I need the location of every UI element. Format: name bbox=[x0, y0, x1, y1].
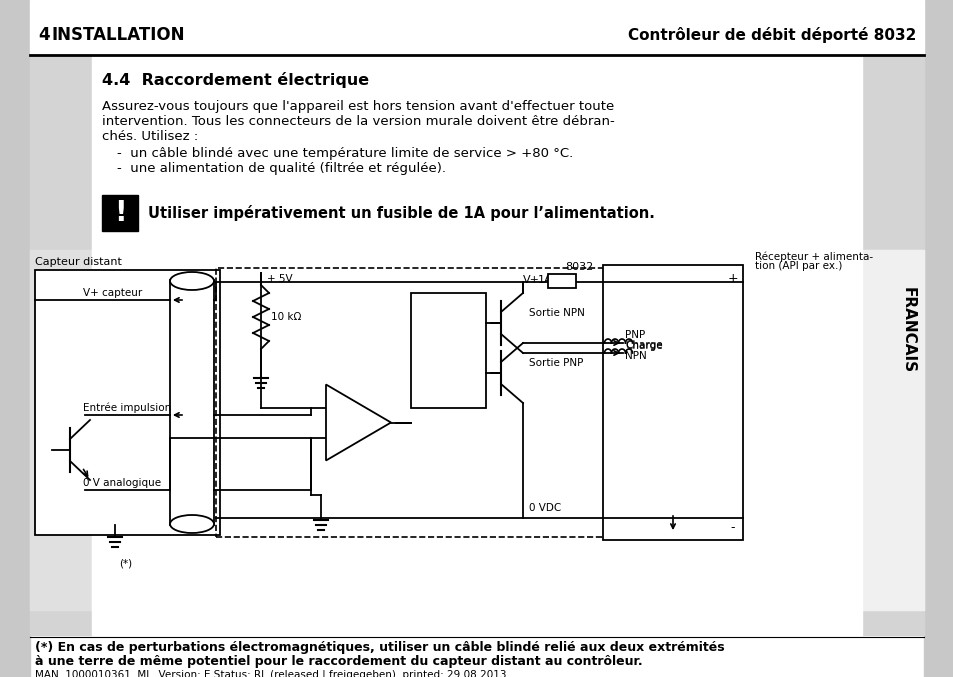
Bar bbox=[91, 55, 862, 635]
Text: chés. Utilisez :: chés. Utilisez : bbox=[102, 130, 198, 143]
Text: 0 VDC: 0 VDC bbox=[529, 503, 560, 513]
Text: 4.4  Raccordement électrique: 4.4 Raccordement électrique bbox=[102, 72, 369, 88]
Text: 10 kΩ: 10 kΩ bbox=[271, 312, 301, 322]
Polygon shape bbox=[326, 385, 391, 460]
Text: (*): (*) bbox=[119, 559, 132, 569]
Text: Contrôleur de débit déporté 8032: Contrôleur de débit déporté 8032 bbox=[627, 27, 915, 43]
Bar bbox=[30, 250, 923, 610]
Text: Sortie PNP: Sortie PNP bbox=[529, 358, 583, 368]
Text: V+: V+ bbox=[522, 275, 539, 285]
Text: -  une alimentation de qualité (filtrée et régulée).: - une alimentation de qualité (filtrée e… bbox=[117, 162, 446, 175]
Bar bbox=[215, 268, 725, 537]
Ellipse shape bbox=[170, 272, 213, 290]
Bar bbox=[91, 250, 923, 610]
Text: Utiliser impérativement un fusible de 1A pour l’alimentation.: Utiliser impérativement un fusible de 1A… bbox=[148, 205, 654, 221]
Bar bbox=[35, 270, 220, 535]
Text: Charge: Charge bbox=[624, 340, 662, 350]
Text: PNP: PNP bbox=[624, 330, 644, 340]
Bar bbox=[0, 0, 30, 677]
Text: !: ! bbox=[113, 199, 126, 227]
Text: + 5V: + 5V bbox=[267, 274, 293, 284]
Bar bbox=[547, 274, 576, 288]
Text: Entrée impulsion: Entrée impulsion bbox=[83, 403, 172, 413]
Text: 1A: 1A bbox=[537, 275, 552, 285]
Text: MAN  1000010361  ML  Version: E Status: RL (released | freigegeben)  printed: 29: MAN 1000010361 ML Version: E Status: RL … bbox=[35, 669, 506, 677]
Bar bbox=[30, 0, 923, 55]
Text: Charge: Charge bbox=[624, 341, 662, 351]
Ellipse shape bbox=[170, 515, 213, 533]
Text: INSTALLATION: INSTALLATION bbox=[52, 26, 185, 44]
Text: Assurez-vous toujours que l'appareil est hors tension avant d'effectuer toute: Assurez-vous toujours que l'appareil est… bbox=[102, 100, 614, 113]
Bar bbox=[30, 55, 91, 635]
Text: Capteur distant: Capteur distant bbox=[35, 257, 122, 267]
Text: -  un câble blindé avec une température limite de service > +80 °C.: - un câble blindé avec une température l… bbox=[117, 147, 573, 160]
Text: +: + bbox=[727, 273, 738, 286]
Text: Sortie NPN: Sortie NPN bbox=[529, 308, 584, 318]
Text: (*) En cas de perturbations électromagnétiques, utiliser un câble blindé relié a: (*) En cas de perturbations électromagné… bbox=[35, 641, 724, 654]
Text: à une terre de même potentiel pour le raccordement du capteur distant au contrôl: à une terre de même potentiel pour le ra… bbox=[35, 655, 642, 668]
Text: NPN: NPN bbox=[624, 351, 646, 361]
Text: 0 V analogique: 0 V analogique bbox=[83, 478, 161, 488]
Text: Récepteur + alimenta-: Récepteur + alimenta- bbox=[754, 252, 872, 263]
Text: -: - bbox=[730, 521, 735, 535]
Bar bbox=[602, 265, 742, 540]
Text: V+ capteur: V+ capteur bbox=[83, 288, 142, 298]
Text: intervention. Tous les connecteurs de la version murale doivent être débran-: intervention. Tous les connecteurs de la… bbox=[102, 115, 614, 128]
Bar bbox=[923, 0, 953, 677]
Bar bbox=[862, 55, 923, 635]
Text: FRANCAIS: FRANCAIS bbox=[900, 287, 915, 373]
Text: 8032: 8032 bbox=[564, 262, 593, 272]
Text: tion (API par ex.): tion (API par ex.) bbox=[754, 261, 841, 271]
Text: 4: 4 bbox=[38, 26, 50, 44]
Bar bbox=[411, 293, 485, 408]
Bar bbox=[102, 195, 138, 231]
Text: FRANCAIS: FRANCAIS bbox=[38, 287, 53, 373]
